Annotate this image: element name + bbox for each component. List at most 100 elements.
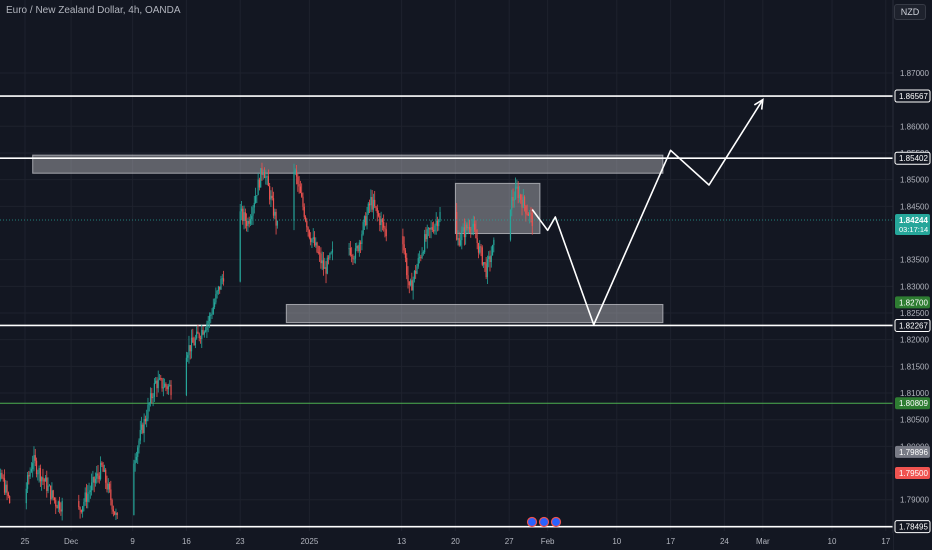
x-tick-label: 10 (828, 537, 837, 546)
candle-body (60, 509, 62, 512)
candle-body (404, 250, 407, 258)
candle-body (137, 447, 139, 457)
candle-body (29, 471, 31, 477)
candle-body (368, 203, 371, 206)
candle-body (44, 477, 47, 482)
candle-body (251, 215, 253, 220)
candle-body (258, 179, 261, 188)
x-tick-label: 10 (612, 537, 621, 546)
candle-body (133, 463, 135, 516)
candle-body (315, 242, 317, 246)
price-tag-label: 1.79500 (899, 469, 928, 478)
candle-body (377, 213, 380, 216)
candle-body (39, 468, 41, 482)
candle-body (151, 393, 153, 399)
candle-body (376, 207, 378, 214)
candle-body (490, 255, 492, 263)
y-tick-label: 1.87000 (900, 69, 929, 78)
y-tick-label: 1.86000 (900, 122, 929, 131)
currency-tag[interactable]: NZD (894, 4, 926, 20)
chart-title: Euro / New Zealand Dollar, 4h, OANDA (6, 5, 181, 16)
candle-body (32, 463, 34, 470)
candle-body (348, 248, 350, 250)
candle-body (307, 227, 309, 231)
candle-body (418, 257, 421, 259)
y-tick-label: 1.84500 (900, 202, 929, 211)
candle-body (480, 246, 482, 248)
candle-body (311, 239, 313, 243)
candle-body (239, 211, 241, 282)
candle-body (367, 203, 369, 214)
candle-body (474, 223, 476, 230)
candle-body (516, 186, 518, 188)
candle-body (34, 455, 36, 461)
candle-body (488, 256, 490, 260)
candle-body (93, 476, 95, 483)
candle-body (412, 279, 414, 291)
candle-body (515, 186, 517, 200)
candle-body (319, 252, 321, 254)
candle-body (170, 384, 172, 396)
candle-body (217, 286, 220, 291)
candle-body (221, 278, 223, 280)
x-tick-label: 20 (451, 537, 460, 546)
candle-body (190, 337, 193, 352)
current-price-countdown: 03:17:14 (899, 225, 928, 234)
y-tick-label: 1.81500 (900, 362, 929, 371)
x-tick-label: Dec (64, 537, 78, 546)
candle-body (321, 260, 323, 264)
candle-body (431, 227, 433, 230)
candles (0, 162, 533, 521)
candle-body (297, 176, 299, 185)
candle-body (102, 465, 104, 472)
candle-body (96, 473, 98, 479)
candle-body (409, 280, 412, 286)
candle-body (429, 228, 431, 230)
candle-body (493, 239, 495, 246)
price-tag-box (894, 151, 931, 165)
candle-body (293, 171, 295, 221)
candle-body (61, 501, 63, 512)
candle-body (430, 227, 432, 230)
price-tag-box (895, 467, 930, 480)
candle-body (254, 195, 257, 203)
candle-body (153, 383, 155, 397)
candle-body (260, 168, 262, 188)
candle-body (269, 186, 271, 200)
candle-body (38, 468, 40, 474)
candle-body (351, 255, 353, 256)
candle-body (53, 497, 56, 501)
candle-body (155, 380, 157, 384)
candle-body (194, 338, 196, 346)
candle-body (262, 171, 264, 176)
candle-body (82, 506, 84, 512)
candle-body (35, 460, 38, 474)
x-tick-label: 27 (505, 537, 514, 546)
candle-body (381, 219, 383, 223)
candle-body (165, 383, 167, 387)
candle-body (481, 247, 483, 265)
candle-body (330, 252, 332, 254)
candle-body (356, 245, 358, 249)
candle-body (380, 219, 382, 226)
candle-body (320, 253, 322, 264)
candle-body (147, 404, 149, 419)
candle-body (50, 485, 52, 500)
x-axis-labels: 25 Dec 9 16 23 2025 13 20 27 Feb 10 17 24 Mar 10 17 (21, 537, 891, 546)
price-tag-label: 1.80809 (899, 399, 928, 408)
candle-body (371, 197, 373, 210)
candle-body (462, 227, 464, 232)
candle-body (306, 220, 308, 228)
candle-body (417, 258, 419, 267)
candle-body (185, 357, 187, 396)
candle-body (304, 216, 307, 221)
candle-body (169, 384, 171, 386)
candle-body (521, 199, 523, 208)
candle-body (301, 192, 303, 197)
candle-body (439, 211, 441, 221)
candle-body (47, 485, 49, 491)
x-tick-label: Feb (541, 537, 555, 546)
candle-body (489, 256, 491, 263)
candle-body (249, 219, 252, 224)
